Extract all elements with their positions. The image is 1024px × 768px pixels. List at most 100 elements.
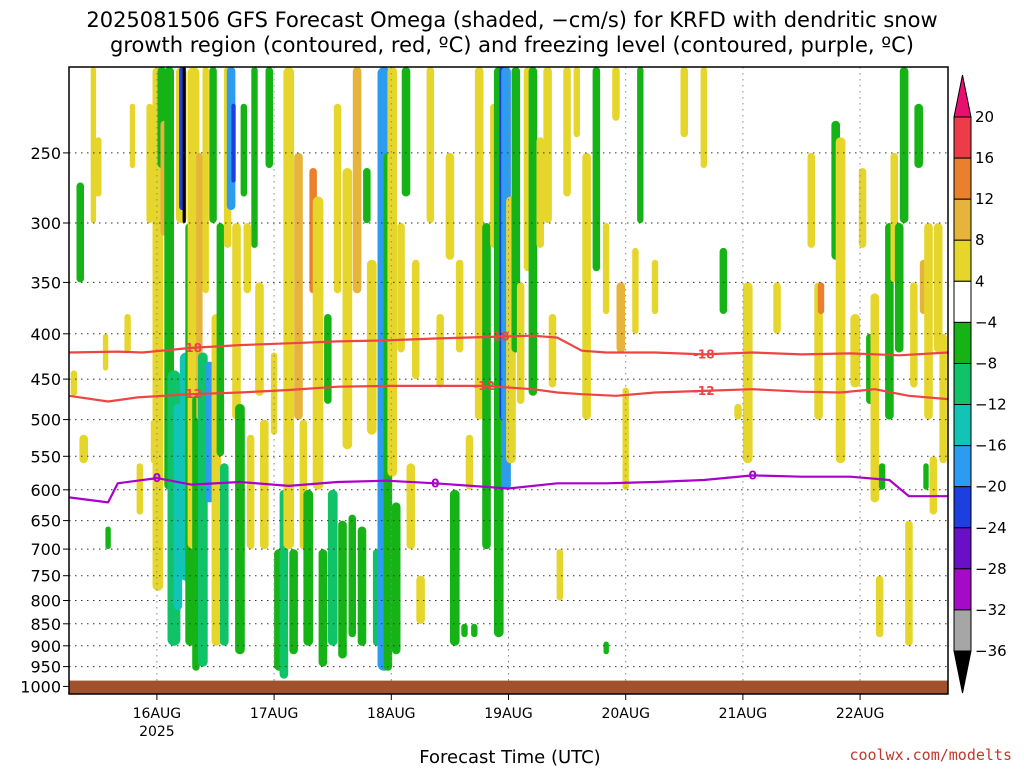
omega-shade-cell <box>742 282 753 464</box>
omega-shade-cell <box>95 137 102 197</box>
omega-shade-cell <box>870 293 880 503</box>
y-tick-label: 950 <box>30 658 61 677</box>
y-tick-label: 900 <box>30 637 61 656</box>
omega-shade-cell <box>220 463 229 646</box>
y-tick-label: 250 <box>30 144 61 163</box>
omega-shade-cell <box>835 137 846 464</box>
contour-label: 0 <box>431 476 439 490</box>
omega-shade-cell <box>198 352 208 667</box>
omega-shade-cell <box>899 67 909 223</box>
colorbar-label: −8 <box>975 355 997 373</box>
omega-shade-cell <box>79 434 88 464</box>
omega-shade-cell <box>124 314 131 353</box>
contour-label: -18 <box>488 330 510 344</box>
omega-shade-cell <box>363 168 371 224</box>
omega-shade-cell <box>548 314 557 388</box>
omega-shade-cell <box>556 549 563 601</box>
x-tick-label: 21AUG <box>719 706 768 722</box>
omega-shade-cell <box>449 489 460 646</box>
colorbar-swatch <box>953 198 972 241</box>
colorbar-label: −24 <box>975 519 1007 537</box>
omega-shade-cell <box>70 370 78 396</box>
omega-shade-cell <box>637 67 644 223</box>
omega-shade-cell <box>543 67 552 223</box>
omega-shade-cell <box>436 314 444 388</box>
contour-line <box>69 334 948 357</box>
omega-shade-cell <box>612 67 620 121</box>
omega-shade-cell <box>243 223 251 294</box>
omega-shade-cell <box>461 623 468 638</box>
omega-shade-cell <box>573 67 580 138</box>
omega-shade-cell <box>582 152 591 420</box>
omega-shading <box>70 67 947 679</box>
contour-label: -12 <box>693 384 715 398</box>
colorbar: 20 16 12 8 4 −4 −8 −12 −16 −20 −24 −28 −32 −36 <box>953 74 1007 694</box>
omega-shade-cell <box>192 395 200 671</box>
surface-fill <box>69 680 948 694</box>
surface-ground <box>69 680 948 694</box>
contour-label: -18 <box>180 341 202 355</box>
omega-shade-cell <box>602 223 610 314</box>
omega-shade-cell <box>255 282 264 396</box>
colorbar-label: −28 <box>975 560 1007 578</box>
omega-shade-cell <box>807 152 815 248</box>
x-tick-label: 22AUG <box>836 706 885 722</box>
omega-shade-cell <box>817 282 825 314</box>
omega-shade-cell <box>416 575 425 624</box>
colorbar-label: 20 <box>975 108 994 126</box>
omega-shade-cell <box>914 103 923 168</box>
x-axis-ticks: 16AUG 2025 17AUG 18AUG 19AUG 20AUG 21AUG 22AUG <box>133 694 885 740</box>
y-tick-label: 350 <box>30 273 61 292</box>
omega-shade-cell <box>265 67 273 168</box>
omega-shade-cell <box>136 463 143 515</box>
x-tick-label: 16AUG <box>133 706 182 722</box>
omega-shade-cell <box>251 67 258 248</box>
y-tick-label: 1000 <box>20 677 61 696</box>
omega-shade-cell <box>182 67 186 223</box>
colorbar-swatch <box>953 321 972 364</box>
x-axis-label: Forecast Time (UTC) <box>419 747 600 768</box>
omega-shade-cell <box>603 641 609 655</box>
omega-shade-cell <box>270 352 278 435</box>
omega-shade-cell <box>905 520 913 646</box>
omega-shade-cell <box>324 314 332 404</box>
omega-shade-cell <box>283 67 295 550</box>
omega-shade-cell <box>814 282 823 420</box>
omega-shade-cell <box>246 434 255 550</box>
colorbar-swatch <box>953 116 972 159</box>
colorbar-top-arrow <box>953 74 972 118</box>
chart-title-line-2: growth region (contoured, red, ºC) and f… <box>110 33 914 57</box>
omega-shade-cell <box>632 247 639 334</box>
omega-shade-cell <box>129 103 136 168</box>
omega-shade-cell <box>455 259 464 353</box>
colorbar-swatch <box>953 609 972 652</box>
omega-shade-cell <box>235 403 245 655</box>
omega-shade-cell <box>445 152 455 260</box>
contour-label: -12 <box>180 387 202 401</box>
y-tick-label: 550 <box>30 447 61 466</box>
omega-shade-cell <box>474 67 484 420</box>
omega-shade-cell <box>333 103 342 294</box>
colorbar-swatch <box>953 486 972 529</box>
omega-shade-cell <box>397 223 405 353</box>
omega-shade-cell <box>240 103 247 197</box>
y-tick-label: 750 <box>30 567 61 586</box>
colorbar-swatch <box>953 239 972 282</box>
omega-shade-cell <box>528 67 538 396</box>
omega-shade-cell <box>858 168 867 248</box>
omega-shade-cell <box>592 67 601 272</box>
colorbar-swatch <box>953 527 972 570</box>
colorbar-bottom-arrow <box>953 650 972 694</box>
omega-shade-cell <box>924 223 933 420</box>
omega-shade-cell <box>680 67 688 138</box>
omega-shade-cell <box>426 67 435 223</box>
omega-shade-cell <box>231 103 236 183</box>
colorbar-swatch <box>953 157 972 200</box>
colorbar-label: −20 <box>975 478 1007 496</box>
omega-shade-cell <box>929 456 938 515</box>
omega-shade-cell <box>878 463 886 490</box>
omega-shade-cell <box>366 259 377 435</box>
y-tick-label: 300 <box>30 214 61 233</box>
y-tick-label: 700 <box>30 540 61 559</box>
omega-shade-cell <box>357 526 367 646</box>
